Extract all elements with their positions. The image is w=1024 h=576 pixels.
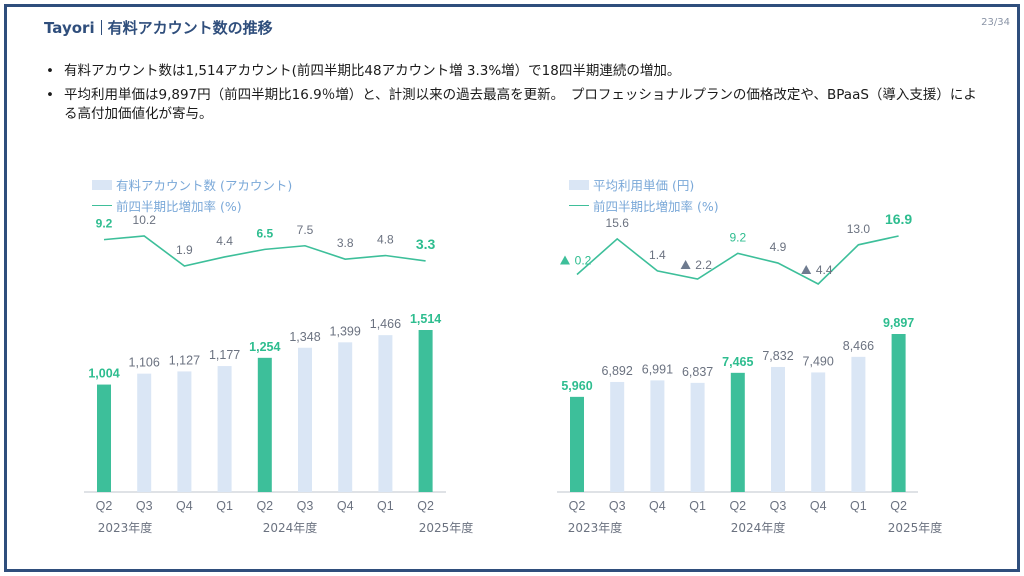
legend-item-bars: 平均利用単価 (円) [569,174,719,195]
slide-frame [4,4,1020,572]
bullet-text: 有料アカウント数は1,514アカウント(前四半期比48アカウント増 3.3%増）… [64,63,681,79]
legend-bar-swatch [92,179,112,190]
legend-label: 平均利用単価 (円) [593,178,695,193]
brand-name: Tayori [44,19,95,37]
legend-bar-swatch [569,179,589,190]
chart1-legend: 有料アカウント数 (アカウント) 前四半期比増加率 (%) [92,174,292,216]
slide-title: Tayori 有料アカウント数の推移 [44,17,273,38]
title-separator [100,20,102,35]
bullet-dot: • [46,86,54,103]
page-title: 有料アカウント数の推移 [107,19,273,37]
legend-label: 前四半期比増加率 (%) [116,199,242,214]
bullet-text: 平均利用単価は9,897円（前四半期比16.9％増）と、計測以来の過去最高を更新… [64,86,977,123]
chart2-legend: 平均利用単価 (円) 前四半期比増加率 (%) [569,174,719,216]
page-number: 23/34 [981,17,1010,28]
bullet-item: • 平均利用単価は9,897円（前四半期比16.9％増）と、計測以来の過去最高を更… [44,86,984,125]
legend-line-swatch [569,204,589,207]
bullet-list: • 有料アカウント数は1,514アカウント(前四半期比48アカウント増 3.3%増… [44,62,984,129]
bullet-item: • 有料アカウント数は1,514アカウント(前四半期比48アカウント増 3.3%増… [44,62,984,82]
bullet-dot: • [46,63,54,79]
legend-item-line: 前四半期比増加率 (%) [92,195,292,216]
legend-line-swatch [92,204,112,207]
legend-item-line: 前四半期比増加率 (%) [569,195,719,216]
legend-label: 前四半期比増加率 (%) [593,199,719,214]
legend-item-bars: 有料アカウント数 (アカウント) [92,174,292,195]
legend-label: 有料アカウント数 (アカウント) [116,178,293,193]
